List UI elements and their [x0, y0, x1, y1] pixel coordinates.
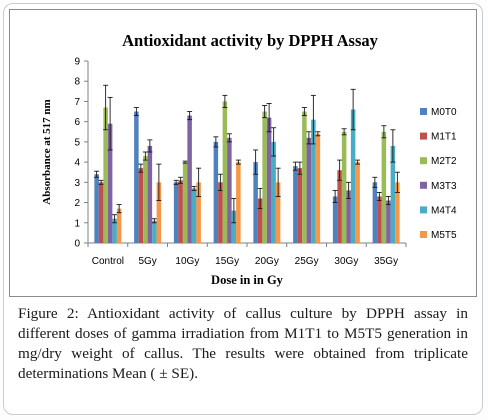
bar	[355, 162, 360, 243]
bar	[262, 111, 267, 243]
bar	[381, 131, 387, 243]
bar	[218, 182, 223, 243]
bar	[222, 101, 228, 243]
bar	[350, 109, 356, 244]
x-tick-label: 30Gy	[334, 256, 358, 267]
y-axis-label: Absorbance at 517 nm	[41, 99, 53, 204]
y-tick-label: 3	[74, 178, 80, 189]
y-tick-label: 0	[74, 239, 80, 250]
x-tick-label: 10Gy	[175, 256, 199, 267]
legend-label: M5T5	[431, 230, 457, 241]
bar	[182, 162, 188, 243]
bar	[156, 182, 162, 243]
bar	[266, 117, 272, 243]
chart-container: Antioxidant activity by DPPH Assay Absorb…	[9, 9, 477, 297]
bar	[187, 115, 192, 243]
bar	[377, 196, 382, 243]
x-tick-label: 20Gy	[255, 256, 279, 267]
bar	[107, 123, 113, 243]
y-tick-label: 4	[74, 158, 80, 169]
bar	[395, 182, 400, 243]
chart-title: Antioxidant activity by DPPH Assay	[122, 31, 379, 50]
bar	[191, 188, 197, 243]
legend-swatch	[420, 157, 427, 165]
x-tick-label: Control	[92, 256, 124, 267]
bar	[231, 210, 237, 243]
legend-swatch	[420, 231, 427, 238]
bar	[227, 137, 232, 243]
x-tick-label: 15Gy	[215, 256, 239, 267]
x-tick-label: 25Gy	[295, 256, 319, 267]
legend-label: M3T3	[431, 181, 457, 192]
x-tick-label: 35Gy	[374, 256, 398, 267]
caption-label: Figure 2:	[18, 305, 79, 322]
chart-frame	[9, 9, 477, 297]
figure-caption: Figure 2: Antioxidant activity of callus…	[18, 304, 468, 384]
bar	[390, 145, 396, 243]
y-tick-label: 5	[74, 137, 80, 148]
bar	[337, 170, 342, 243]
bar	[372, 182, 378, 243]
y-tick-label: 8	[74, 77, 80, 88]
bar	[236, 162, 241, 243]
y-tick-label: 2	[74, 198, 80, 209]
bar	[134, 111, 139, 243]
bar	[275, 182, 281, 243]
bar	[173, 182, 179, 243]
bar	[138, 168, 144, 243]
bar	[302, 111, 307, 243]
y-tick-label: 7	[74, 97, 80, 108]
legend-label: M0T0	[431, 107, 457, 118]
bar	[271, 141, 276, 243]
bar	[293, 166, 298, 243]
bar	[213, 141, 219, 243]
bar	[315, 133, 321, 243]
bar	[306, 137, 312, 243]
bar	[341, 131, 347, 243]
bar	[103, 107, 108, 243]
legend-label: M2T2	[431, 156, 457, 167]
legend-label: M1T1	[431, 132, 457, 143]
legend-swatch	[420, 132, 427, 140]
bar	[152, 220, 157, 243]
y-tick-label: 6	[74, 117, 80, 128]
x-tick-label: 5Gy	[138, 256, 156, 267]
bar	[257, 198, 263, 243]
bar	[346, 190, 351, 243]
bar	[253, 162, 258, 243]
y-tick-label: 1	[74, 218, 80, 229]
bar	[147, 145, 153, 243]
bar	[297, 168, 303, 243]
legend-label: M4T4	[431, 205, 457, 216]
bar	[116, 208, 122, 243]
bar	[143, 156, 148, 243]
bar	[386, 200, 391, 243]
bar	[178, 180, 183, 243]
bar	[332, 196, 338, 243]
bar	[112, 218, 117, 243]
bar	[94, 174, 99, 243]
bar-chart: Antioxidant activity by DPPH Assay Absorb…	[9, 9, 477, 297]
bar	[196, 182, 201, 243]
bar	[311, 119, 316, 243]
x-axis-label: Dose in in Gy	[211, 273, 284, 287]
legend-swatch	[420, 206, 427, 214]
bar	[98, 182, 104, 243]
caption-text: Antioxidant activity of callus culture b…	[18, 305, 468, 382]
legend-swatch	[420, 181, 427, 189]
y-tick-label: 9	[74, 57, 80, 68]
legend-swatch	[420, 108, 427, 115]
